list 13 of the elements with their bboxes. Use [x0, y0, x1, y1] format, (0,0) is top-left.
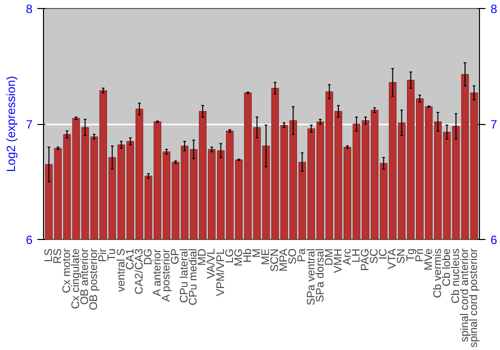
- y2-tick-label: 8: [490, 2, 498, 16]
- y2-tick-label: 6: [490, 233, 498, 247]
- x-tick-label: OB posterior: [88, 248, 100, 310]
- y-tick-label: 6: [26, 233, 33, 247]
- x-tick-label: spinal cord posterior: [468, 248, 480, 348]
- y-tick-label: 7: [26, 118, 33, 132]
- x-tick-label: Pa: [296, 248, 308, 262]
- x-tick-label: RS: [52, 248, 64, 264]
- y-axis-title: Log2 (expression): [4, 76, 18, 172]
- x-tick-label: A posterior: [160, 248, 173, 302]
- x-tick-label: MVe: [422, 248, 435, 271]
- y-tick-label: 8: [26, 2, 33, 16]
- y2-tick-label: 7: [490, 118, 498, 132]
